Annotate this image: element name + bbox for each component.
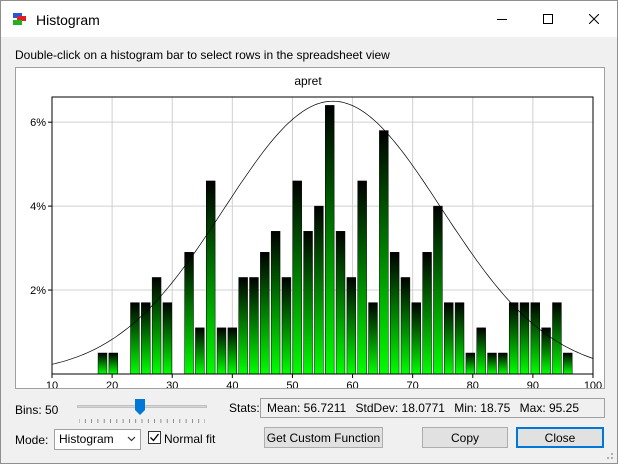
x-axis-ticks: 10 20 30 40 50 60 70 80 90 100 (46, 374, 602, 388)
histogram-bar[interactable] (433, 205, 443, 375)
x-tick-label: 30 (166, 380, 178, 388)
mode-select[interactable]: Histogram (54, 429, 141, 450)
histogram-bar[interactable] (530, 302, 540, 375)
stat-min: Min: 18.75 (454, 401, 511, 415)
histogram-bar[interactable] (541, 327, 551, 375)
stat-max: Max: 95.25 (519, 401, 580, 415)
slider-ticks (79, 419, 205, 423)
x-tick-label: 50 (286, 380, 298, 388)
normal-fit-checkbox[interactable] (148, 431, 161, 444)
histogram-bar[interactable] (292, 180, 302, 375)
histogram-bar[interactable] (552, 302, 562, 375)
instruction-text: Double-click on a histogram bar to selec… (15, 48, 390, 62)
y-tick-label: 2% (30, 285, 46, 297)
y-tick-label: 4% (30, 201, 46, 213)
window-title: Histogram (36, 12, 100, 28)
plot-frame (51, 96, 594, 375)
title-bar[interactable]: Histogram (1, 1, 617, 37)
x-tick-label: 10 (46, 380, 58, 388)
close-icon (589, 14, 599, 24)
close-button[interactable]: Close (516, 427, 604, 448)
histogram-bar[interactable] (346, 277, 357, 375)
histogram-bar[interactable] (379, 130, 389, 375)
chart-title: apret (294, 74, 322, 88)
histogram-bar[interactable] (400, 277, 411, 375)
histogram-bar[interactable] (281, 277, 292, 375)
minimize-icon (497, 19, 507, 20)
chevron-down-icon (127, 436, 136, 442)
histogram-bar[interactable] (389, 252, 400, 375)
histogram-bar[interactable] (270, 231, 281, 375)
x-tick-label: 40 (226, 380, 238, 388)
histogram-bar[interactable] (260, 252, 270, 375)
histogram-bar[interactable] (498, 352, 508, 375)
histogram-plot-panel[interactable]: apret 10 20 30 40 50 60 70 80 90 100 2% 4% 6% (15, 67, 605, 389)
x-tick-label: 60 (346, 380, 358, 388)
stats-label: Stats: (229, 401, 260, 415)
histogram-bar[interactable] (325, 105, 335, 375)
histogram-bar[interactable] (465, 352, 476, 375)
mode-label: Mode: (15, 433, 49, 447)
normal-fit-label[interactable]: Normal fit (164, 432, 216, 446)
stat-mean: Mean: 56.7211 (267, 401, 347, 415)
x-tick-label: 20 (106, 380, 118, 388)
y-tick-label: 6% (30, 117, 46, 129)
histogram-bar[interactable] (368, 302, 378, 375)
histogram-bar[interactable] (444, 302, 454, 375)
histogram-bar[interactable] (357, 180, 367, 375)
minimize-button[interactable] (479, 1, 525, 37)
stat-stddev: StdDev: 18.0771 (355, 401, 445, 415)
copy-button[interactable]: Copy (422, 427, 508, 448)
maximize-button[interactable] (525, 1, 571, 37)
histogram-chart[interactable]: apret 10 20 30 40 50 60 70 80 90 100 2% 4% 6% (16, 68, 604, 388)
histogram-bar[interactable] (97, 352, 108, 375)
histogram-bar[interactable] (216, 327, 227, 375)
bins-slider-thumb[interactable] (135, 399, 145, 415)
histogram-bar[interactable] (108, 352, 118, 375)
mode-selected-value: Histogram (59, 432, 114, 446)
checkmark-icon (150, 433, 160, 442)
x-tick-label: 90 (527, 380, 539, 388)
histogram-bar[interactable] (303, 231, 313, 375)
histogram-bar[interactable] (563, 352, 573, 375)
histogram-bar[interactable] (206, 180, 216, 375)
normal-fit-curve (51, 100, 594, 365)
histogram-bar[interactable] (162, 302, 173, 375)
histogram-bar[interactable] (184, 252, 194, 375)
x-tick-label: 70 (407, 380, 419, 388)
x-tick-label: 100 (584, 380, 602, 388)
histogram-bar[interactable] (249, 277, 259, 375)
resize-grip-icon[interactable] (604, 450, 614, 460)
histogram-bar[interactable] (422, 252, 432, 375)
histogram-bar[interactable] (195, 327, 205, 375)
histogram-bar[interactable] (130, 302, 140, 375)
histogram-bars[interactable] (97, 105, 573, 375)
histogram-bar[interactable] (227, 327, 238, 375)
histogram-bar[interactable] (238, 277, 248, 375)
histogram-bar[interactable] (508, 302, 519, 375)
y-axis-ticks: 2% 4% 6% (30, 117, 52, 297)
x-tick-label: 80 (467, 380, 479, 388)
get-custom-function-button[interactable]: Get Custom Function (264, 427, 383, 448)
histogram-bar[interactable] (411, 302, 421, 375)
histogram-bar[interactable] (476, 327, 486, 375)
histogram-bar[interactable] (335, 231, 346, 375)
histogram-bar[interactable] (151, 277, 162, 375)
close-window-button[interactable] (571, 1, 617, 37)
histogram-bar[interactable] (454, 302, 465, 375)
histogram-bar[interactable] (314, 205, 324, 375)
histogram-bar[interactable] (487, 352, 497, 375)
maximize-icon (543, 14, 553, 24)
app-histogram-icon (13, 13, 26, 25)
bins-label: Bins: 50 (15, 403, 59, 417)
histogram-bar[interactable] (141, 302, 151, 375)
stats-field: Mean: 56.7211 StdDev: 18.0771 Min: 18.75… (260, 398, 605, 418)
